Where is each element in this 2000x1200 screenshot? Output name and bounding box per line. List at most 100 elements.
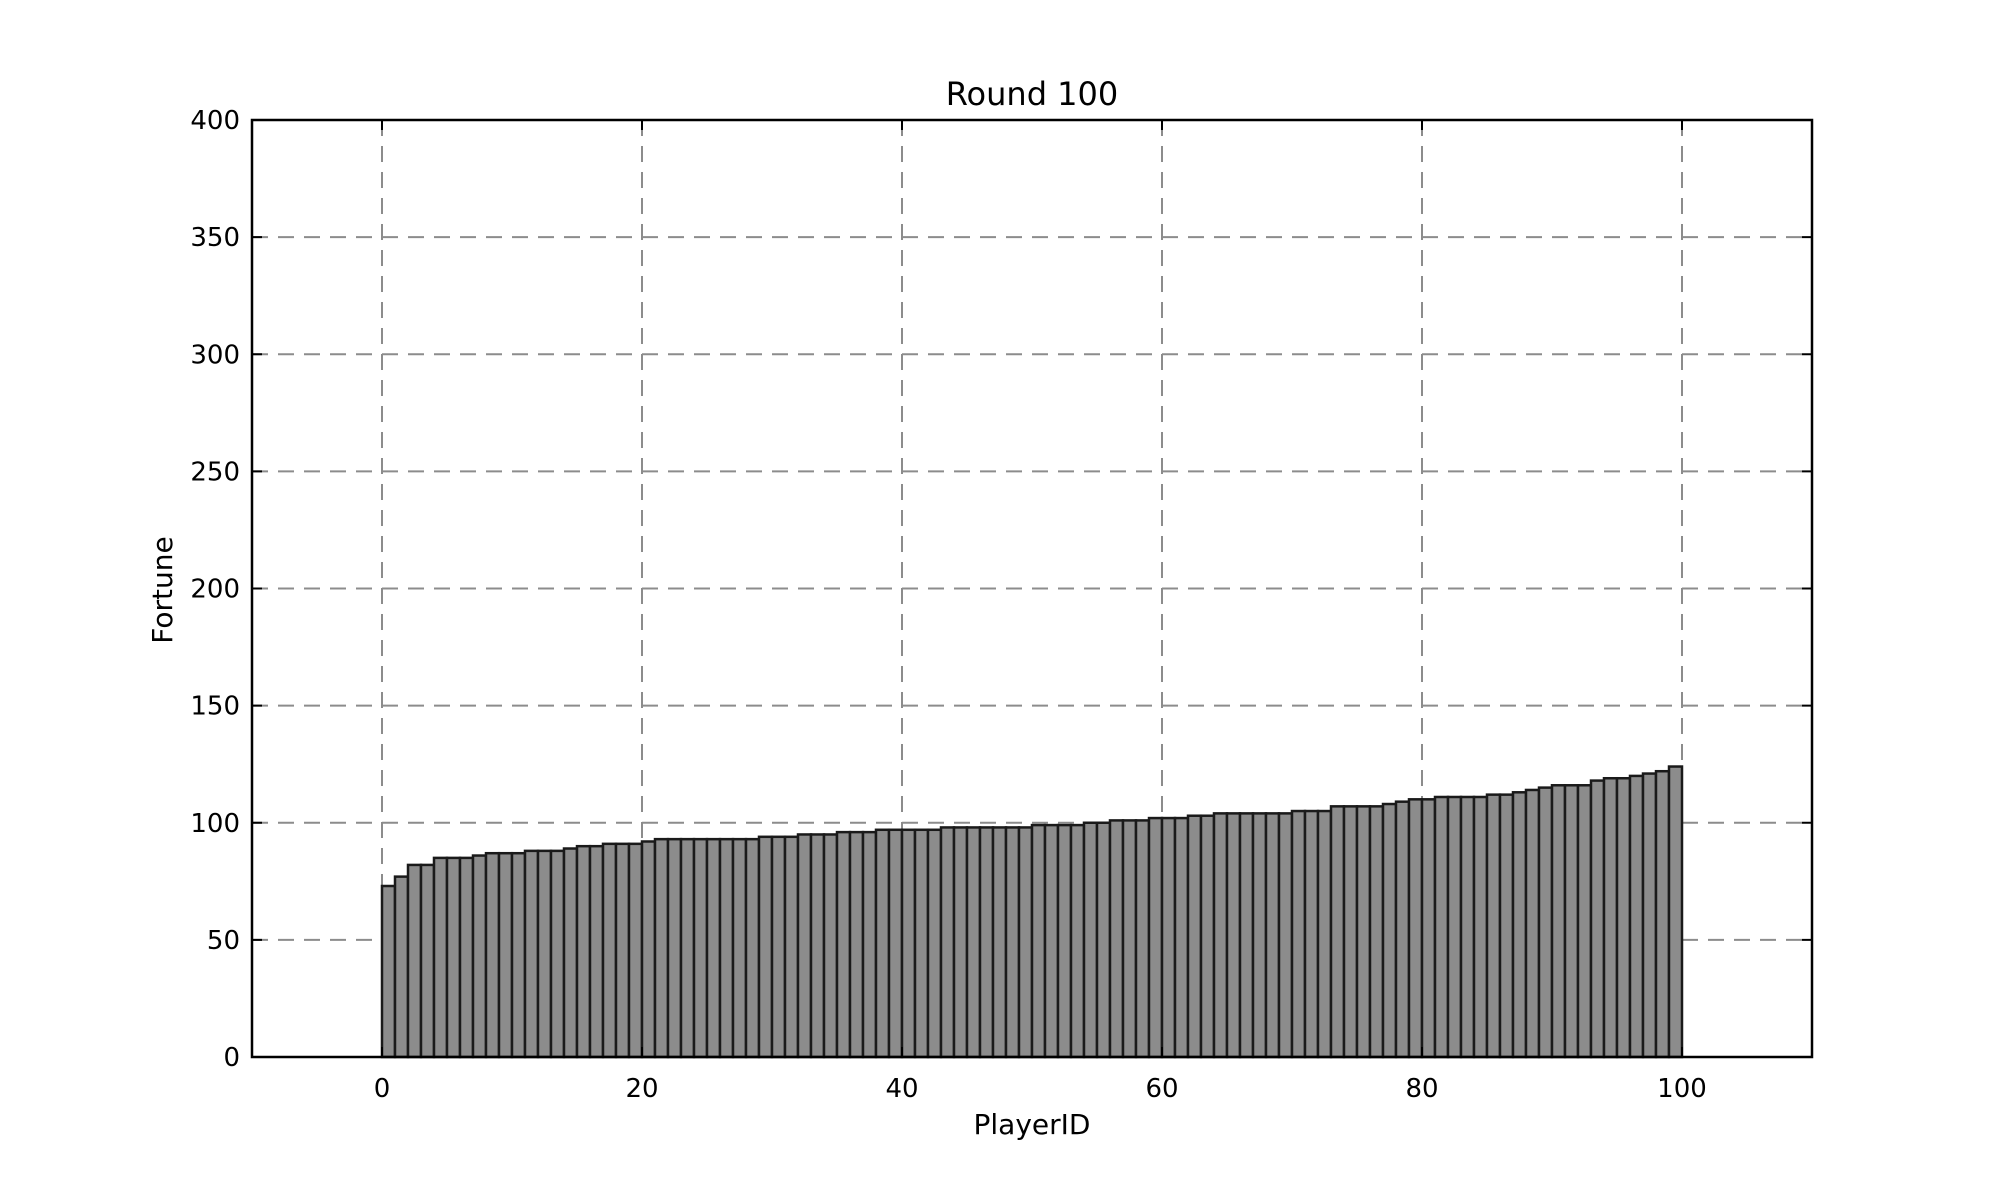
bar [380, 884, 397, 1059]
x-tick-label: 100 [1657, 1074, 1707, 1104]
bar [991, 826, 1008, 1059]
bar [1290, 809, 1307, 1059]
bar [1615, 776, 1632, 1059]
bar [1160, 816, 1177, 1059]
bar [1472, 795, 1489, 1059]
bar [731, 837, 748, 1059]
bar [978, 826, 995, 1059]
bar [783, 835, 800, 1059]
axis-ticks: 0 20 40 60 80 100 0 50 100 150 200 250 300 350 400 [190, 106, 1812, 1104]
bar [1004, 826, 1021, 1059]
bar [1121, 819, 1138, 1059]
bar [1407, 798, 1424, 1059]
bar [588, 844, 605, 1059]
y-tick-label: 150 [190, 692, 240, 722]
bar [419, 863, 436, 1059]
bar [1563, 784, 1580, 1059]
bar [1251, 812, 1268, 1059]
bar [666, 837, 683, 1059]
bar [822, 833, 839, 1059]
bar [1420, 798, 1437, 1059]
x-tick-label: 20 [625, 1074, 658, 1104]
y-tick-label: 100 [190, 809, 240, 839]
bar [458, 856, 475, 1059]
bar [549, 849, 566, 1059]
bar [1147, 816, 1164, 1059]
bar [523, 849, 540, 1059]
bar [1459, 795, 1476, 1059]
bar [1381, 802, 1398, 1059]
bar [965, 826, 982, 1059]
x-tick-label: 0 [374, 1074, 391, 1104]
x-axis-label: PlayerID [974, 1108, 1091, 1141]
bar [510, 851, 527, 1059]
bar [432, 856, 449, 1059]
bar [1316, 809, 1333, 1059]
bar [1199, 814, 1216, 1059]
bar [1368, 805, 1385, 1059]
bar [1329, 805, 1346, 1059]
bar [679, 837, 696, 1059]
bar [1082, 821, 1099, 1059]
bar [1654, 769, 1671, 1059]
bar [627, 842, 644, 1059]
bar [1433, 795, 1450, 1059]
gridlines [252, 120, 1812, 1057]
bar [757, 835, 774, 1059]
bar [1355, 805, 1372, 1059]
bar [1394, 800, 1411, 1059]
bar [601, 842, 618, 1059]
bar [536, 849, 553, 1059]
bar [913, 828, 930, 1059]
bar [1095, 821, 1112, 1059]
bar [887, 828, 904, 1059]
bar [809, 833, 826, 1059]
bar [1576, 784, 1593, 1059]
y-tick-label: 350 [190, 223, 240, 253]
bar [1056, 823, 1073, 1059]
bar [497, 851, 514, 1059]
y-tick-label: 0 [223, 1043, 240, 1073]
bar [653, 837, 670, 1059]
bar [1043, 823, 1060, 1059]
bar [1277, 812, 1294, 1059]
bar [796, 833, 813, 1059]
chart-title: Round 100 [946, 75, 1119, 113]
bar [1537, 786, 1554, 1059]
bar [614, 842, 631, 1059]
bar [1498, 793, 1515, 1059]
bar [1264, 812, 1281, 1059]
bar [1550, 784, 1567, 1059]
y-tick-label: 400 [190, 106, 240, 136]
bar [1225, 812, 1242, 1059]
bar [770, 835, 787, 1059]
bar [640, 840, 657, 1059]
bar [393, 875, 410, 1059]
x-tick-label: 60 [1145, 1074, 1178, 1104]
bar [900, 828, 917, 1059]
bars [380, 765, 1684, 1059]
bar [939, 826, 956, 1059]
bar [718, 837, 735, 1059]
bar [952, 826, 969, 1059]
bar [835, 830, 852, 1059]
y-axis-label: Fortune [146, 536, 179, 643]
plot-frame [250, 118, 1814, 1059]
x-tick-label: 80 [1405, 1074, 1438, 1104]
bar [1303, 809, 1320, 1059]
bar [861, 830, 878, 1059]
bar [1017, 826, 1034, 1059]
bar [1342, 805, 1359, 1059]
y-tick-label: 250 [190, 457, 240, 487]
bar [1212, 812, 1229, 1059]
bar [1589, 779, 1606, 1059]
bar [1524, 788, 1541, 1059]
bar [1186, 814, 1203, 1059]
bar [445, 856, 462, 1059]
bar [1628, 774, 1645, 1059]
bar [1238, 812, 1255, 1059]
bar [926, 828, 943, 1059]
bar [744, 837, 761, 1059]
y-tick-label: 200 [190, 575, 240, 605]
